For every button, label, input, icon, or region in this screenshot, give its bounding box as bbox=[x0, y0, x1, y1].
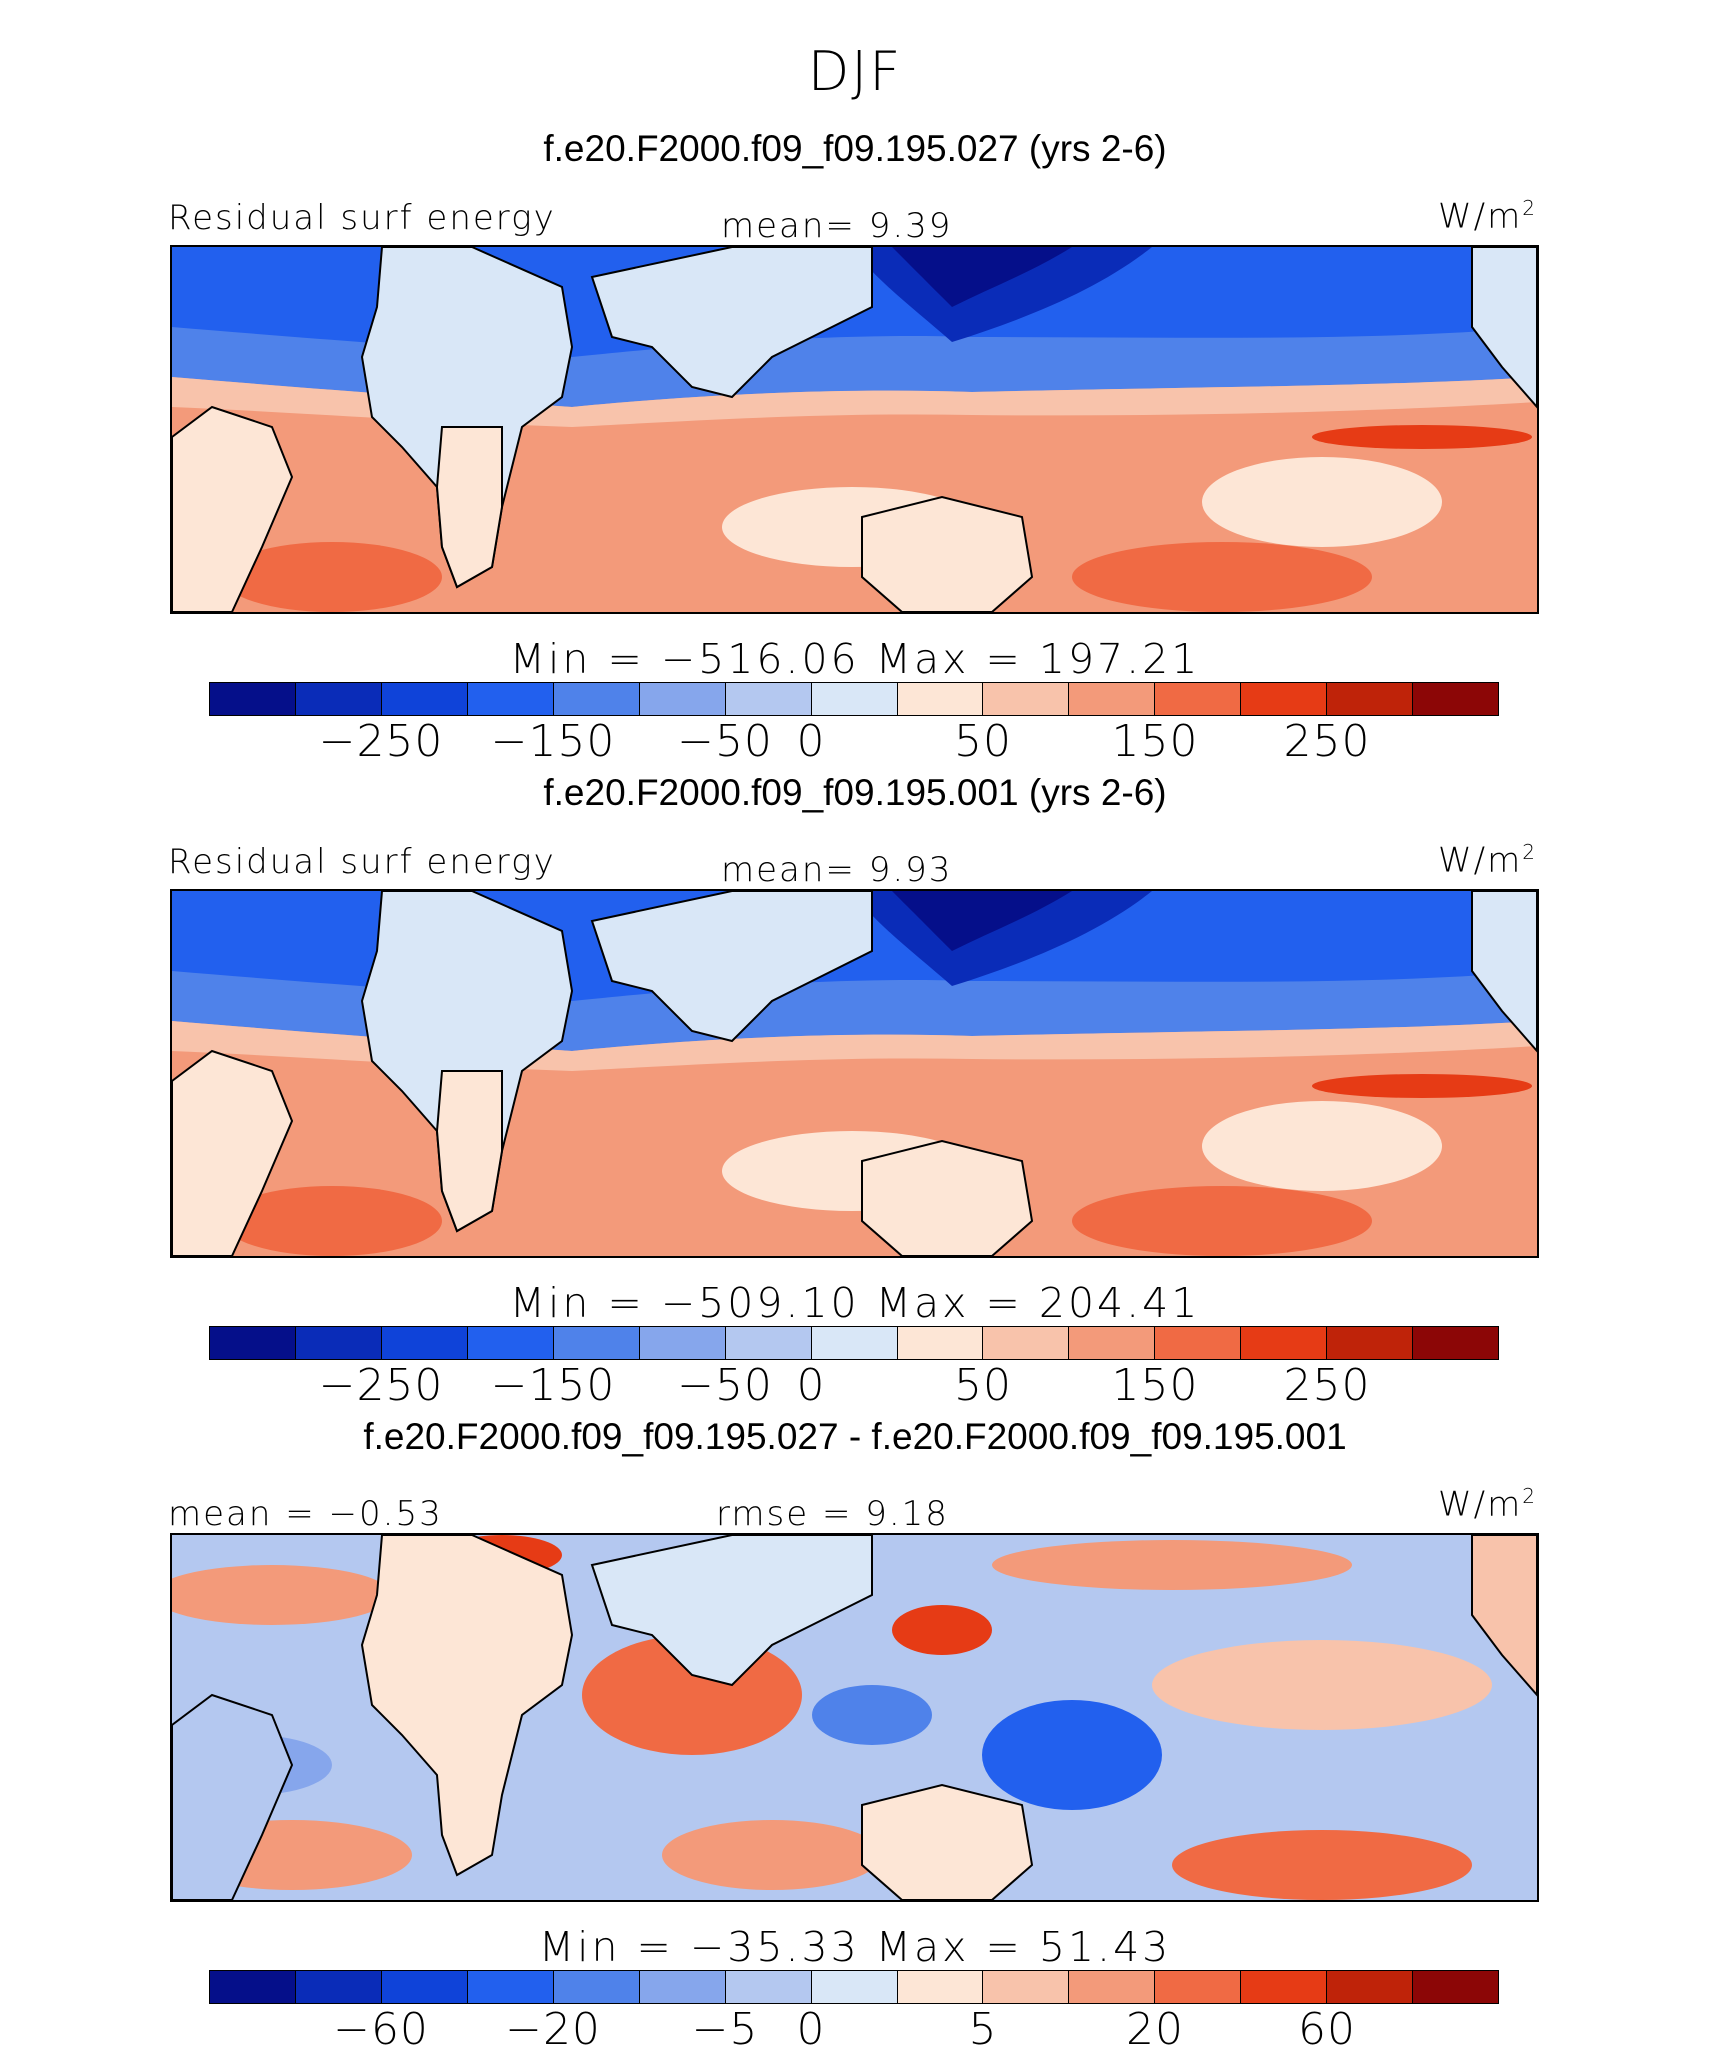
panel-2-units: W/m2 bbox=[1438, 840, 1537, 881]
colorbar-swatch bbox=[1327, 1327, 1414, 1359]
colorbar-tick-label: 250 bbox=[1283, 716, 1371, 767]
colorbar-swatch bbox=[639, 1971, 726, 2003]
colorbar-tick-label: −250 bbox=[318, 716, 444, 767]
colorbar-swatch bbox=[725, 683, 812, 715]
panel-2-colorbar bbox=[209, 1326, 1499, 1360]
panel-1-units: W/m2 bbox=[1438, 196, 1537, 237]
panel-3-map-svg bbox=[172, 1535, 1537, 1900]
colorbar-swatch bbox=[897, 1327, 984, 1359]
colorbar-swatch bbox=[983, 1327, 1070, 1359]
colorbar-tick-label: 150 bbox=[1111, 1360, 1199, 1411]
colorbar-swatch bbox=[1069, 683, 1156, 715]
colorbar-tick-label: −150 bbox=[490, 716, 616, 767]
colorbar-tick-label: 250 bbox=[1283, 1360, 1371, 1411]
panel-1-colorbar bbox=[209, 682, 1499, 716]
colorbar-swatch bbox=[1413, 1327, 1499, 1359]
colorbar-tick-label: −60 bbox=[333, 2004, 429, 2055]
colorbar-swatch bbox=[1155, 1327, 1242, 1359]
colorbar-swatch bbox=[381, 1327, 468, 1359]
colorbar-swatch bbox=[811, 1327, 898, 1359]
colorbar-tick-label: −50 bbox=[677, 716, 773, 767]
colorbar-swatch bbox=[983, 1971, 1070, 2003]
colorbar-swatch bbox=[467, 683, 554, 715]
colorbar-swatch bbox=[553, 1971, 640, 2003]
panel-3-stats: Min = −35.33 Max = 51.43 bbox=[538, 1923, 1172, 1971]
colorbar-swatch bbox=[811, 683, 898, 715]
panel-1-title: f.e20.F2000.f09_f09.195.027 (yrs 2-6) bbox=[543, 128, 1167, 169]
panel-2-mean-label: mean= 9.93 bbox=[721, 850, 953, 890]
colorbar-swatch bbox=[639, 683, 726, 715]
colorbar-swatch bbox=[210, 1971, 296, 2003]
panel-1-stats: Min = −516.06 Max = 197.21 bbox=[509, 635, 1201, 683]
colorbar-tick-label: −150 bbox=[490, 1360, 616, 1411]
colorbar-tick-label: 0 bbox=[796, 716, 826, 767]
colorbar-swatch bbox=[1241, 1327, 1328, 1359]
colorbar-swatch bbox=[725, 1971, 812, 2003]
colorbar-swatch bbox=[295, 683, 382, 715]
panel-3-map bbox=[170, 1533, 1539, 1902]
colorbar-swatch bbox=[381, 1971, 468, 2003]
colorbar-swatch bbox=[1413, 683, 1499, 715]
colorbar-tick-label: −250 bbox=[318, 1360, 444, 1411]
colorbar-tick-label: 0 bbox=[796, 1360, 826, 1411]
colorbar-tick-label: 0 bbox=[796, 2004, 826, 2055]
colorbar-swatch bbox=[210, 1327, 296, 1359]
colorbar-tick-label: 150 bbox=[1111, 716, 1199, 767]
colorbar-swatch bbox=[983, 683, 1070, 715]
colorbar-swatch bbox=[467, 1327, 554, 1359]
colorbar-swatch bbox=[1327, 683, 1414, 715]
panel-3-title: f.e20.F2000.f09_f09.195.027 - f.e20.F200… bbox=[363, 1416, 1347, 1457]
panel-3-units: W/m2 bbox=[1438, 1484, 1537, 1525]
panel-1-map-svg bbox=[172, 247, 1537, 612]
colorbar-swatch bbox=[1069, 1327, 1156, 1359]
panel-2-stats: Min = −509.10 Max = 204.41 bbox=[509, 1279, 1201, 1327]
colorbar-swatch bbox=[897, 683, 984, 715]
colorbar-swatch bbox=[1155, 1971, 1242, 2003]
colorbar-swatch bbox=[1155, 683, 1242, 715]
colorbar-swatch bbox=[1241, 1971, 1328, 2003]
colorbar-tick-label: 5 bbox=[968, 2004, 998, 2055]
colorbar-swatch bbox=[210, 683, 296, 715]
panel-3-colorbar bbox=[209, 1970, 1499, 2004]
colorbar-swatch bbox=[897, 1971, 984, 2003]
colorbar-swatch bbox=[1241, 683, 1328, 715]
panel-2-title: f.e20.F2000.f09_f09.195.001 (yrs 2-6) bbox=[543, 772, 1167, 813]
colorbar-tick-label: 20 bbox=[1126, 2004, 1184, 2055]
colorbar-swatch bbox=[725, 1327, 812, 1359]
colorbar-tick-label: −5 bbox=[691, 2004, 759, 2055]
panel-2-left-label: Residual surf energy bbox=[168, 842, 556, 882]
colorbar-swatch bbox=[381, 683, 468, 715]
colorbar-tick-label: 50 bbox=[954, 1360, 1012, 1411]
colorbar-swatch bbox=[1413, 1971, 1499, 2003]
colorbar-swatch bbox=[553, 683, 640, 715]
colorbar-swatch bbox=[295, 1971, 382, 2003]
colorbar-swatch bbox=[553, 1327, 640, 1359]
colorbar-tick-label: −20 bbox=[505, 2004, 601, 2055]
colorbar-swatch bbox=[639, 1327, 726, 1359]
colorbar-swatch bbox=[1327, 1971, 1414, 2003]
panel-3-mean-label: mean = −0.53 bbox=[168, 1494, 443, 1534]
colorbar-swatch bbox=[811, 1971, 898, 2003]
panel-3-rmse-label: rmse = 9.18 bbox=[716, 1494, 949, 1534]
figure-title: DJF bbox=[807, 40, 903, 103]
colorbar-swatch bbox=[295, 1327, 382, 1359]
panel-2-map-svg bbox=[172, 891, 1537, 1256]
colorbar-swatch bbox=[1069, 1971, 1156, 2003]
panel-1-left-label: Residual surf energy bbox=[168, 198, 556, 238]
colorbar-tick-label: −50 bbox=[677, 1360, 773, 1411]
colorbar-swatch bbox=[467, 1971, 554, 2003]
colorbar-tick-label: 50 bbox=[954, 716, 1012, 767]
panel-1-mean-label: mean= 9.39 bbox=[721, 206, 953, 246]
panel-2-map bbox=[170, 889, 1539, 1258]
colorbar-tick-label: 60 bbox=[1298, 2004, 1356, 2055]
panel-1-map bbox=[170, 245, 1539, 614]
